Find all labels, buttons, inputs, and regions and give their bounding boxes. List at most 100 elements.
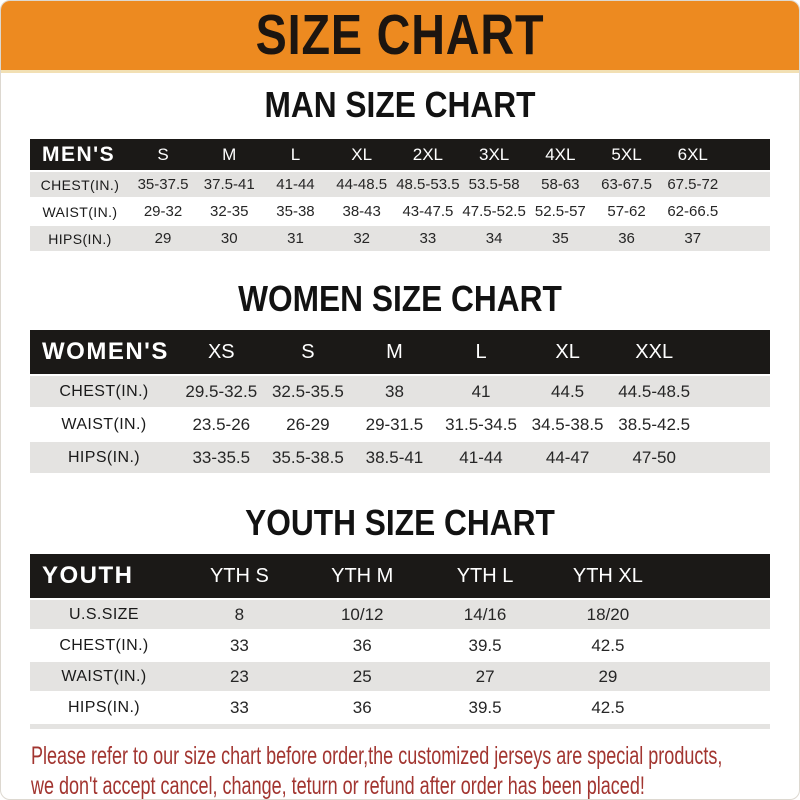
men-size-header: XL (328, 139, 395, 170)
size-value: 29 (546, 662, 670, 691)
youth-size-header: YTH M (300, 554, 424, 598)
size-value: 38-43 (328, 199, 395, 224)
size-value: 35-38 (262, 199, 329, 224)
women-table-corner-label: WOMEN'S (30, 330, 178, 374)
size-value: 32 (328, 226, 395, 251)
spacer-cell (669, 662, 770, 691)
youth-chest-row: CHEST(IN.) 33 36 39.5 42.5 (30, 631, 770, 660)
size-value: 67.5-72 (659, 172, 726, 197)
size-value: 33-35.5 (178, 442, 265, 473)
men-size-header: M (196, 139, 263, 170)
youth-section-title: YOUTH SIZE CHART (1, 502, 799, 544)
size-value: 41-44 (262, 172, 329, 197)
women-size-header: XXL (610, 330, 698, 374)
men-size-table: MEN'S S M L XL 2XL 3XL 4XL 5XL 6XL CHEST… (30, 137, 770, 253)
spacer-cell (669, 554, 770, 598)
size-value: 41 (437, 376, 525, 407)
size-value: 14/16 (423, 600, 547, 629)
women-header-row: WOMEN'S XS S M L XL XXL (30, 330, 770, 374)
size-value: 42.5 (546, 631, 670, 660)
youth-header-row: YOUTH YTH S YTH M YTH L YTH XL (30, 554, 770, 598)
size-value: 39.5 (423, 631, 547, 660)
size-value: 29-32 (129, 199, 197, 224)
size-value: 31 (262, 226, 329, 251)
size-value: 44.5-48.5 (610, 376, 698, 407)
youth-size-header: YTH XL (546, 554, 670, 598)
men-size-header: 6XL (659, 139, 726, 170)
size-value: 42.5 (546, 693, 670, 722)
row-label: WAIST(IN.) (30, 199, 130, 224)
spacer-cell (697, 442, 770, 473)
row-label: U.S.SIZE (30, 600, 178, 629)
size-value: 8 (178, 600, 301, 629)
table-bottom-strip (30, 724, 770, 729)
men-size-header: 3XL (461, 139, 528, 170)
men-hips-row: HIPS(IN.) 29 30 31 32 33 34 35 36 37 (30, 226, 770, 251)
youth-size-header: YTH L (423, 554, 547, 598)
size-value: 23 (178, 662, 301, 691)
row-label: HIPS(IN.) (30, 226, 130, 251)
men-size-header: L (262, 139, 329, 170)
men-section-title: MAN SIZE CHART (1, 84, 799, 126)
women-size-header: XS (178, 330, 265, 374)
size-value: 38 (351, 376, 438, 407)
row-label: HIPS(IN.) (30, 442, 178, 473)
youth-size-table: YOUTH YTH S YTH M YTH L YTH XL U.S.SIZE … (30, 552, 770, 724)
size-value: 29-31.5 (351, 409, 438, 440)
spacer-cell (725, 226, 770, 251)
size-value: 35.5-38.5 (264, 442, 352, 473)
row-label: WAIST(IN.) (30, 662, 178, 691)
size-value: 33 (178, 631, 301, 660)
size-value: 44-48.5 (328, 172, 395, 197)
size-value: 34.5-38.5 (524, 409, 611, 440)
banner: SIZE CHART (1, 1, 799, 73)
men-size-header: 2XL (394, 139, 461, 170)
size-value: 57-62 (593, 199, 660, 224)
size-value: 29.5-32.5 (178, 376, 265, 407)
size-value: 34 (461, 226, 528, 251)
spacer-cell (669, 631, 770, 660)
size-value: 26-29 (264, 409, 352, 440)
size-value: 36 (593, 226, 660, 251)
row-label: HIPS(IN.) (30, 693, 178, 722)
size-value: 37 (659, 226, 726, 251)
youth-table-corner-label: YOUTH (30, 554, 178, 598)
size-value: 33 (178, 693, 301, 722)
size-value: 48.5-53.5 (394, 172, 461, 197)
banner-title: SIZE CHART (255, 3, 545, 67)
size-value: 23.5-26 (178, 409, 265, 440)
size-value: 38.5-42.5 (610, 409, 698, 440)
size-value: 37.5-41 (196, 172, 263, 197)
spacer-cell (669, 693, 770, 722)
size-value: 18/20 (546, 600, 670, 629)
spacer-cell (697, 409, 770, 440)
men-header-row: MEN'S S M L XL 2XL 3XL 4XL 5XL 6XL (30, 139, 770, 170)
spacer-cell (669, 600, 770, 629)
disclaimer-line-1: Please refer to our size chart before or… (31, 742, 723, 770)
youth-section-title-text: YOUTH SIZE CHART (245, 502, 555, 543)
size-value: 47-50 (610, 442, 698, 473)
size-value: 53.5-58 (461, 172, 528, 197)
men-size-header: 4XL (527, 139, 594, 170)
spacer-cell (697, 330, 770, 374)
size-value: 10/12 (300, 600, 424, 629)
men-waist-row: WAIST(IN.) 29-32 32-35 35-38 38-43 43-47… (30, 199, 770, 224)
women-size-header: L (437, 330, 525, 374)
women-section-title-text: WOMEN SIZE CHART (238, 278, 562, 319)
size-value: 63-67.5 (593, 172, 660, 197)
row-label: CHEST(IN.) (30, 631, 178, 660)
size-value: 39.5 (423, 693, 547, 722)
size-value: 27 (423, 662, 547, 691)
youth-size-header: YTH S (178, 554, 301, 598)
youth-ussize-row: U.S.SIZE 8 10/12 14/16 18/20 (30, 600, 770, 629)
size-value: 33 (394, 226, 461, 251)
spacer-cell (725, 172, 770, 197)
size-value: 62-66.5 (659, 199, 726, 224)
size-value: 35-37.5 (129, 172, 197, 197)
women-hips-row: HIPS(IN.) 33-35.5 35.5-38.5 38.5-41 41-4… (30, 442, 770, 473)
women-size-header: S (264, 330, 352, 374)
size-value: 36 (300, 631, 424, 660)
men-size-header: S (129, 139, 197, 170)
women-chest-row: CHEST(IN.) 29.5-32.5 32.5-35.5 38 41 44.… (30, 376, 770, 407)
